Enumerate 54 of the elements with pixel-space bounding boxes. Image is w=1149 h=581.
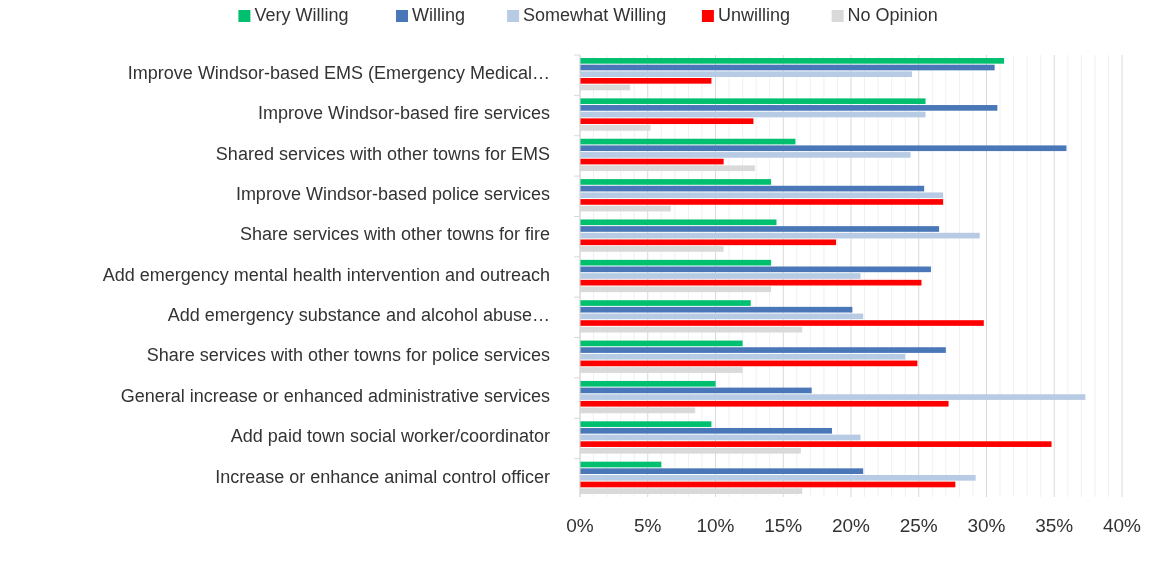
bar — [580, 475, 976, 481]
x-tick-label: 5% — [634, 515, 662, 536]
bar — [580, 441, 1052, 447]
bar — [580, 118, 754, 125]
x-tick-label: 10% — [696, 515, 735, 536]
bar — [580, 226, 940, 232]
bar — [580, 353, 906, 360]
x-tick-label: 15% — [764, 515, 803, 536]
bar — [580, 380, 716, 387]
y-tick-label: Shared services with other towns for EMS — [215, 143, 550, 164]
x-tick-label: 25% — [899, 515, 938, 536]
x-tick-label: 0% — [566, 515, 594, 536]
x-tick-label: 35% — [1035, 515, 1074, 536]
bar — [580, 219, 777, 226]
y-tick-label: Add paid town social worker/coordinator — [230, 426, 550, 447]
bar — [580, 192, 944, 199]
bar — [580, 300, 751, 306]
bar — [580, 421, 712, 427]
bar — [580, 347, 946, 353]
y-tick-label: Add emergency mental health intervention and outreach — [102, 264, 550, 285]
y-tick-label: Share services with other towns for fire — [239, 224, 550, 245]
bar — [580, 239, 837, 246]
y-tick-label: Improve Windsor-based police services — [235, 184, 550, 205]
y-tick-label: Improve Windsor-based fire services — [257, 103, 550, 124]
legend-label: Somewhat Willing — [523, 4, 667, 25]
legend-label: No Opinion — [847, 4, 938, 25]
y-tick-label: Share services with other towns for police services — [146, 345, 550, 366]
bar — [580, 71, 912, 78]
bar — [580, 105, 998, 111]
x-tick-label: 30% — [967, 515, 1006, 536]
bar — [580, 98, 926, 105]
x-tick-label: 40% — [1102, 515, 1142, 536]
y-tick-label: Increase or enhance animal control officer — [215, 466, 550, 487]
bar — [580, 179, 772, 185]
x-tick-label: 20% — [831, 515, 871, 536]
y-tick-label: General increase or enhanced administrative services — [120, 385, 550, 406]
bar — [580, 427, 833, 434]
bar — [580, 394, 1086, 400]
y-tick-label: Add emergency substance and alcohol abuse… — [167, 305, 550, 326]
bar — [580, 152, 911, 158]
bar — [580, 320, 984, 326]
bar — [580, 273, 861, 279]
y-tick-label: Improve Windsor-based EMS (Emergency Medical… — [127, 62, 550, 83]
bar — [580, 259, 772, 266]
bar — [580, 199, 944, 205]
bar — [580, 400, 949, 407]
bar — [580, 58, 1005, 64]
legend-label: Very Willing — [254, 4, 349, 25]
bar — [580, 306, 853, 313]
bar — [580, 78, 712, 84]
bar — [580, 145, 1067, 152]
bar — [580, 468, 864, 474]
legend-label: Willing — [412, 4, 466, 25]
legend-label: Unwilling — [717, 4, 790, 25]
